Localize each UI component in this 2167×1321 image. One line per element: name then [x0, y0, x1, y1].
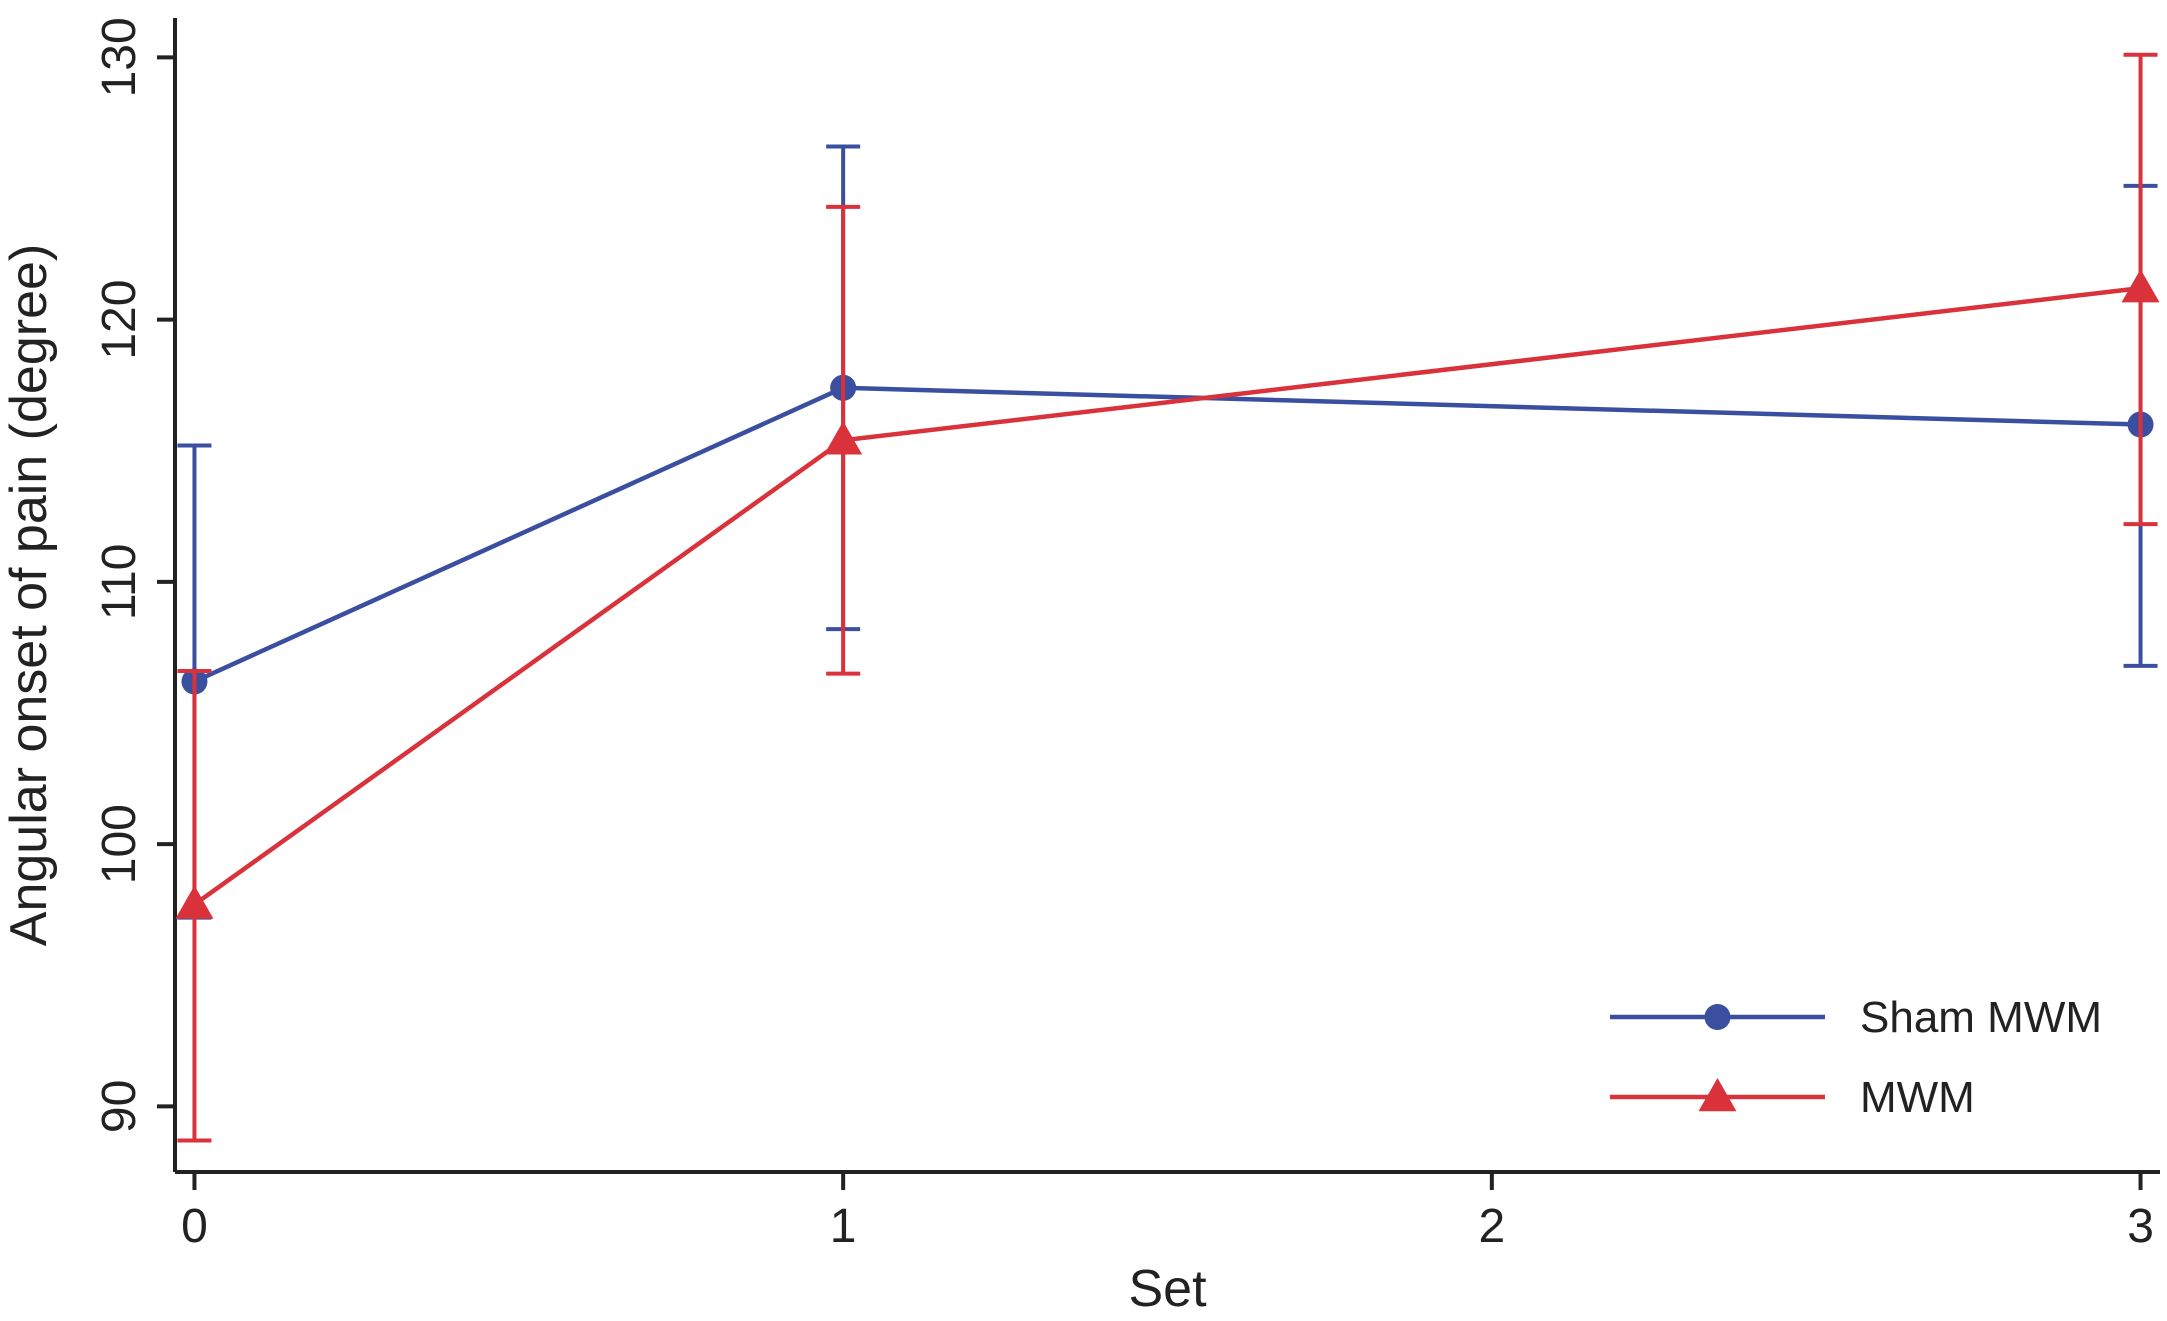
series-group	[175, 52, 2160, 1143]
x-tick-label: 3	[2127, 1200, 2154, 1253]
data-point	[824, 421, 863, 455]
circle-marker-icon	[1704, 1004, 1731, 1030]
x-axis-title: Set	[1128, 1260, 1207, 1316]
y-tick-label: 130	[93, 17, 146, 97]
data-point	[2121, 269, 2160, 303]
legend-label: Sham MWM	[1860, 993, 2102, 1042]
axes: 90 100 110 120 130 0 1 2 3	[93, 17, 2160, 1253]
legend-item: MWM	[1610, 1073, 1975, 1122]
y-tick-label: 120	[93, 280, 146, 360]
x-tick-label: 0	[181, 1200, 208, 1253]
legend: Sham MWM MWM	[1610, 993, 2102, 1122]
data-point	[175, 885, 214, 919]
series-line	[193, 285, 2141, 907]
y-tick-label: 90	[93, 1080, 146, 1133]
series-sham-mwm	[177, 144, 2158, 920]
y-axis-title: Angular onset of pain (degree)	[0, 244, 58, 946]
legend-label: MWM	[1860, 1073, 1975, 1122]
y-tick-label: 110	[93, 544, 146, 621]
y-tick-label: 100	[93, 804, 146, 884]
triangle-marker-icon	[1698, 1078, 1737, 1112]
x-tick-label: 1	[830, 1200, 857, 1253]
series-line	[193, 385, 2141, 684]
series-mwm	[175, 52, 2160, 1143]
x-tick-label: 2	[1478, 1200, 1505, 1253]
legend-item: Sham MWM	[1610, 993, 2102, 1042]
